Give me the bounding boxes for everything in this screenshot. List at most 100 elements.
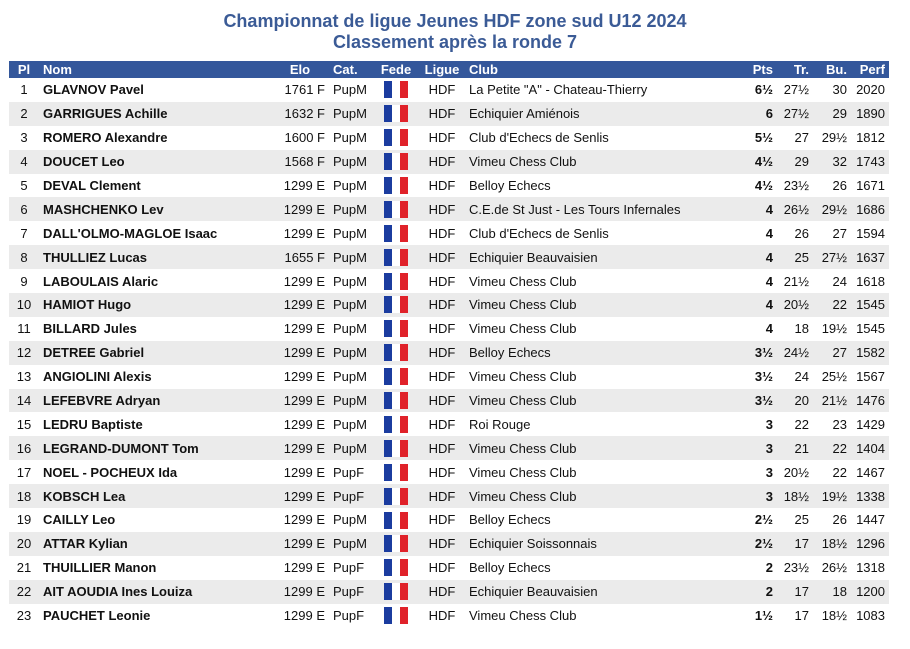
cell-points: 4½ xyxy=(754,154,773,170)
cell-federation xyxy=(373,389,419,413)
cell-federation xyxy=(373,317,419,341)
cell-performance: 1429 xyxy=(856,416,885,432)
cell-elo: 1299 E xyxy=(283,178,325,193)
cell-elo: 1299 E xyxy=(283,536,325,552)
cell-pl: 1 xyxy=(20,82,28,98)
cell-federation xyxy=(373,174,419,198)
cell-category: PupM xyxy=(333,345,367,361)
cell-club: Vimeu Chess Club xyxy=(469,154,577,170)
cell-elo: 1299 E xyxy=(283,464,325,480)
cell-pl: 17 xyxy=(16,464,32,480)
table-row: 3 ROMERO Alexandre 1600 F PupM HDF Club d'Ech… xyxy=(9,125,889,150)
cell-category: PupM xyxy=(333,416,367,432)
cell-elo: 1299 E xyxy=(283,345,325,361)
cell-category: PupM xyxy=(333,273,367,289)
cell-category: PupM xyxy=(333,369,367,385)
france-flag-icon xyxy=(384,535,408,553)
cell-tiebreak-tr: 23½ xyxy=(783,178,809,193)
cell-elo: 1299 E xyxy=(283,608,325,624)
cell-club: Belloy Echecs xyxy=(469,345,551,361)
cell-federation xyxy=(373,341,419,365)
cell-pl: 11 xyxy=(17,321,31,337)
cell-category: PupM xyxy=(333,154,367,170)
table-row: 19 CAILLY Leo 1299 E PupM HDF Belloy Echecs 2½… xyxy=(9,508,889,532)
table-row: 13 ANGIOLINI Alexis 1299 E PupM HDF Vimeu Che… xyxy=(9,364,889,389)
cell-club: Echiquier Beauvaisien xyxy=(469,249,598,265)
cell-points: 3½ xyxy=(754,393,773,409)
cell-tiebreak-tr: 17 xyxy=(794,608,809,624)
cell-league: HDF xyxy=(428,154,456,170)
cell-tiebreak-bu: 22 xyxy=(832,440,847,456)
cell-player-name: MASHCHENKO Lev xyxy=(43,201,164,217)
cell-player-name: LEGRAND-DUMONT Tom xyxy=(43,440,199,456)
cell-federation xyxy=(373,221,419,245)
cell-pl: 12 xyxy=(16,345,32,361)
cell-performance: 1618 xyxy=(856,273,885,289)
title-line-1: Championnat de ligue Jeunes HDF zone sud… xyxy=(223,11,687,31)
cell-club: Vimeu Chess Club xyxy=(469,393,577,409)
france-flag-icon xyxy=(384,344,408,362)
cell-club: Belloy Echecs xyxy=(469,178,551,193)
cell-federation xyxy=(373,150,419,174)
cell-tiebreak-bu: 22 xyxy=(832,297,847,313)
cell-club: Echiquier Beauvaisien xyxy=(469,584,598,600)
table-row: 6 MASHCHENKO Lev 1299 E PupM HDF C.E.de St Ju… xyxy=(9,197,889,222)
cell-category: PupM xyxy=(333,249,367,265)
cell-tiebreak-bu: 26½ xyxy=(821,560,847,576)
cell-elo: 1655 F xyxy=(284,249,325,265)
cell-performance: 1545 xyxy=(856,321,885,337)
cell-federation xyxy=(373,436,419,460)
table-row: 7 DALL'OLMO-MAGLOE Isaac 1299 E PupM HDF Club… xyxy=(9,221,889,246)
header-ligue: Ligue xyxy=(424,62,460,77)
header-fede: Fede xyxy=(380,62,412,77)
cell-category: PupM xyxy=(333,297,367,313)
table-row: 1 GLAVNOV Pavel 1761 F PupM HDF La Petite "A"… xyxy=(9,78,889,102)
france-flag-icon xyxy=(384,487,408,505)
cell-points: 2½ xyxy=(754,536,773,552)
cell-tiebreak-bu: 29 xyxy=(832,106,847,122)
table-row: 15 LEDRU Baptiste 1299 E PupM HDF Roi Rouge 3 2… xyxy=(9,412,889,437)
table-row: 9 LABOULAIS Alaric 1299 E PupM HDF Vimeu Ches… xyxy=(9,269,889,294)
france-flag-icon xyxy=(384,129,408,147)
header-pts: Pts xyxy=(752,62,773,77)
cell-pl: 18 xyxy=(16,488,32,504)
cell-performance: 1296 xyxy=(856,536,885,552)
cell-elo: 1299 E xyxy=(283,440,325,456)
cell-elo: 1299 E xyxy=(283,273,325,289)
cell-player-name: ANGIOLINI Alexis xyxy=(43,369,152,385)
cell-player-name: HAMIOT Hugo xyxy=(43,297,132,313)
france-flag-icon xyxy=(384,392,408,410)
cell-performance: 1594 xyxy=(856,225,885,241)
cell-tiebreak-tr: 17 xyxy=(794,536,809,552)
table-row: 10 HAMIOT Hugo 1299 E PupM HDF Vimeu Chess Cl… xyxy=(9,293,889,317)
cell-league: HDF xyxy=(428,416,456,432)
cell-tiebreak-tr: 24½ xyxy=(783,345,809,361)
cell-player-name: ROMERO Alexandre xyxy=(43,130,168,146)
header-nom: Nom xyxy=(43,62,72,77)
cell-player-name: KOBSCH Lea xyxy=(43,488,126,504)
cell-club: C.E.de St Just - Les Tours Infernales xyxy=(469,201,681,217)
cell-pl: 9 xyxy=(20,273,28,289)
cell-tiebreak-tr: 17 xyxy=(794,584,809,600)
cell-points: 3 xyxy=(765,416,773,432)
cell-player-name: GLAVNOV Pavel xyxy=(43,82,144,98)
cell-category: PupF xyxy=(333,608,365,624)
table-row: 14 LEFEBVRE Adryan 1299 E PupM HDF Vimeu Ches… xyxy=(9,388,889,413)
cell-performance: 1890 xyxy=(856,106,885,122)
cell-league: HDF xyxy=(428,488,456,504)
cell-category: PupM xyxy=(333,82,367,98)
cell-pl: 3 xyxy=(20,130,28,146)
cell-league: HDF xyxy=(428,608,456,624)
cell-league: HDF xyxy=(428,393,456,409)
cell-tiebreak-bu: 27½ xyxy=(821,249,847,265)
cell-pl: 15 xyxy=(16,416,32,432)
cell-performance: 1545 xyxy=(856,297,885,313)
cell-tiebreak-bu: 23 xyxy=(832,416,847,432)
cell-player-name: NOEL - POCHEUX Ida xyxy=(43,464,178,480)
cell-tiebreak-tr: 21 xyxy=(794,440,809,456)
cell-club: Echiquier Amiénois xyxy=(469,106,580,122)
cell-federation xyxy=(373,412,419,436)
cell-elo: 1299 E xyxy=(283,416,325,432)
cell-club: Vimeu Chess Club xyxy=(469,608,577,624)
table-row: 23 PAUCHET Leonie 1299 E PupF HDF Vimeu Chess… xyxy=(9,603,889,628)
